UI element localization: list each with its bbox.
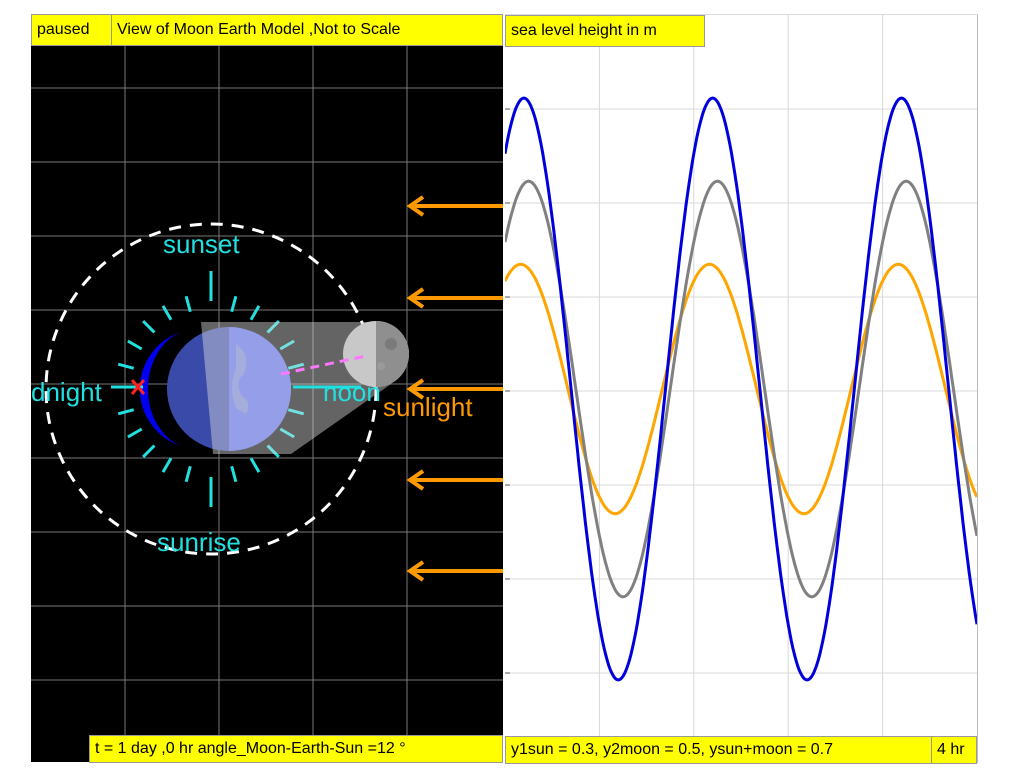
hour-tick <box>117 362 135 370</box>
hour-tick <box>142 320 156 334</box>
sunlight-arrow-icon <box>406 378 503 400</box>
earth-continent <box>232 344 249 414</box>
moon-crater <box>385 338 397 350</box>
hour-tick <box>184 295 192 313</box>
hour-tick <box>287 362 305 370</box>
sunlight-arrows <box>406 195 503 582</box>
sunlight-arrow-icon <box>406 560 503 582</box>
hour-tick <box>161 457 173 473</box>
sunlight-arrow-icon <box>406 195 503 217</box>
moon-crater <box>377 362 385 370</box>
amplitude-readout: y1sun = 0.3, y2moon = 0.5, ysun+moon = 0… <box>505 736 933 764</box>
moon-earth-model-panel[interactable]: paused View of Moon Earth Model ,Not to … <box>31 14 503 763</box>
night-side-crescent <box>139 332 181 446</box>
sea-level-chart <box>505 15 977 763</box>
hour-tick <box>127 427 143 439</box>
time-unit-readout: 4 hr <box>931 736 977 764</box>
hour-tick <box>117 408 135 416</box>
sunlight-arrow-icon <box>406 287 503 309</box>
noon-label: noon <box>323 377 381 407</box>
hour-tick <box>266 444 280 458</box>
hour-tick <box>287 408 305 416</box>
sunlight-arrow-icon <box>406 469 503 491</box>
midnight-label: dnight <box>31 377 102 407</box>
series-line-y2moon <box>505 179 977 599</box>
hour-tick <box>279 339 295 351</box>
hour-tick <box>142 444 156 458</box>
model-title: View of Moon Earth Model ,Not to Scale <box>111 14 503 46</box>
chart-series <box>505 96 977 682</box>
hour-tick <box>184 465 192 483</box>
sunrise-label: sunrise <box>157 527 241 557</box>
moon-orbit-circle <box>44 222 378 556</box>
hour-tick <box>249 305 261 321</box>
hour-tick-ring <box>117 271 305 507</box>
status-indicator[interactable]: paused <box>31 14 113 46</box>
hour-tick <box>266 320 280 334</box>
model-canvas <box>31 46 503 762</box>
hour-tick <box>230 465 238 483</box>
hour-tick <box>279 427 295 439</box>
chart-grid <box>505 15 977 763</box>
chart-title: sea level height in m <box>505 15 705 47</box>
sea-level-chart-panel[interactable]: sea level height in m y1sun = 0.3, y2moo… <box>505 14 978 764</box>
hour-tick <box>161 305 173 321</box>
moon-shadow-half <box>376 321 409 387</box>
model-grid <box>31 46 503 762</box>
sunset-label: sunset <box>163 229 240 259</box>
hour-tick <box>127 339 143 351</box>
time-angle-readout: t = 1 day ,0 hr angle_Moon-Earth-Sun =12… <box>89 735 503 763</box>
observer-marker-icon <box>130 379 146 395</box>
hour-tick <box>230 295 238 313</box>
hour-tick <box>249 457 261 473</box>
series-line-ysun-moon <box>505 96 977 682</box>
sunlight-label: sunlight <box>383 392 473 422</box>
